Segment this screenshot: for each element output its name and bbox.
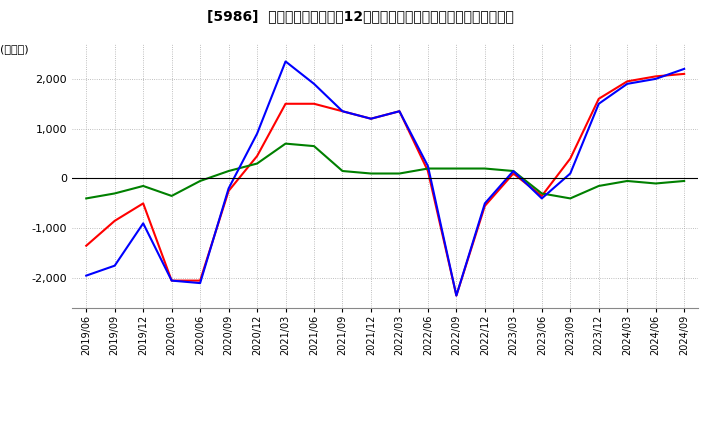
- 営業CF: [680, 71, 688, 77]
- 投資CF: [253, 161, 261, 166]
- フリーCF: [338, 109, 347, 114]
- フリーCF: [366, 116, 375, 121]
- 営業CF: [196, 278, 204, 283]
- 営業CF: [652, 74, 660, 79]
- 営業CF: [310, 101, 318, 106]
- Line: フリーCF: フリーCF: [86, 62, 684, 296]
- 営業CF: [395, 109, 404, 114]
- 営業CF: [623, 79, 631, 84]
- フリーCF: [623, 81, 631, 87]
- 営業CF: [139, 201, 148, 206]
- 投資CF: [196, 178, 204, 183]
- フリーCF: [282, 59, 290, 64]
- 投資CF: [282, 141, 290, 146]
- フリーCF: [395, 109, 404, 114]
- 投資CF: [423, 166, 432, 171]
- フリーCF: [680, 66, 688, 72]
- フリーCF: [480, 201, 489, 206]
- 投資CF: [480, 166, 489, 171]
- 営業CF: [253, 154, 261, 159]
- フリーCF: [566, 171, 575, 176]
- 投資CF: [452, 166, 461, 171]
- 投資CF: [110, 191, 119, 196]
- 投資CF: [310, 143, 318, 149]
- フリーCF: [452, 293, 461, 298]
- Text: [5986]  キャッシュフローの12か月移動合計の対前年同期増減額の推移: [5986] キャッシュフローの12か月移動合計の対前年同期増減額の推移: [207, 9, 513, 23]
- 営業CF: [82, 243, 91, 248]
- 投資CF: [82, 196, 91, 201]
- 営業CF: [338, 109, 347, 114]
- Y-axis label: (百万円): (百万円): [0, 44, 28, 54]
- フリーCF: [509, 169, 518, 174]
- フリーCF: [652, 76, 660, 81]
- 営業CF: [566, 156, 575, 161]
- 投資CF: [680, 178, 688, 183]
- 営業CF: [225, 188, 233, 194]
- フリーCF: [310, 81, 318, 87]
- 営業CF: [167, 278, 176, 283]
- 投資CF: [366, 171, 375, 176]
- 投資CF: [623, 178, 631, 183]
- フリーCF: [167, 278, 176, 283]
- フリーCF: [225, 186, 233, 191]
- 営業CF: [282, 101, 290, 106]
- 投資CF: [652, 181, 660, 186]
- 投資CF: [566, 196, 575, 201]
- 投資CF: [225, 169, 233, 174]
- フリーCF: [196, 280, 204, 286]
- フリーCF: [537, 196, 546, 201]
- 投資CF: [537, 191, 546, 196]
- 投資CF: [167, 193, 176, 198]
- 投資CF: [395, 171, 404, 176]
- 投資CF: [509, 169, 518, 174]
- フリーCF: [253, 131, 261, 136]
- Line: 営業CF: 営業CF: [86, 74, 684, 296]
- 営業CF: [509, 171, 518, 176]
- フリーCF: [139, 221, 148, 226]
- 投資CF: [139, 183, 148, 189]
- フリーCF: [82, 273, 91, 278]
- フリーCF: [110, 263, 119, 268]
- 営業CF: [423, 169, 432, 174]
- フリーCF: [423, 163, 432, 169]
- 投資CF: [595, 183, 603, 189]
- フリーCF: [595, 101, 603, 106]
- 営業CF: [480, 203, 489, 209]
- 営業CF: [595, 96, 603, 102]
- 営業CF: [366, 116, 375, 121]
- 営業CF: [537, 193, 546, 198]
- 営業CF: [110, 218, 119, 224]
- 投資CF: [338, 169, 347, 174]
- 営業CF: [452, 293, 461, 298]
- Line: 投資CF: 投資CF: [86, 143, 684, 198]
